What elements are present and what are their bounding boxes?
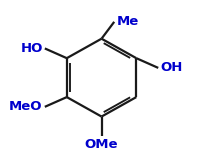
Text: OH: OH (160, 61, 183, 74)
Text: MeO: MeO (9, 100, 43, 113)
Text: HO: HO (20, 42, 43, 55)
Text: Me: Me (116, 15, 139, 28)
Text: OMe: OMe (85, 138, 118, 151)
